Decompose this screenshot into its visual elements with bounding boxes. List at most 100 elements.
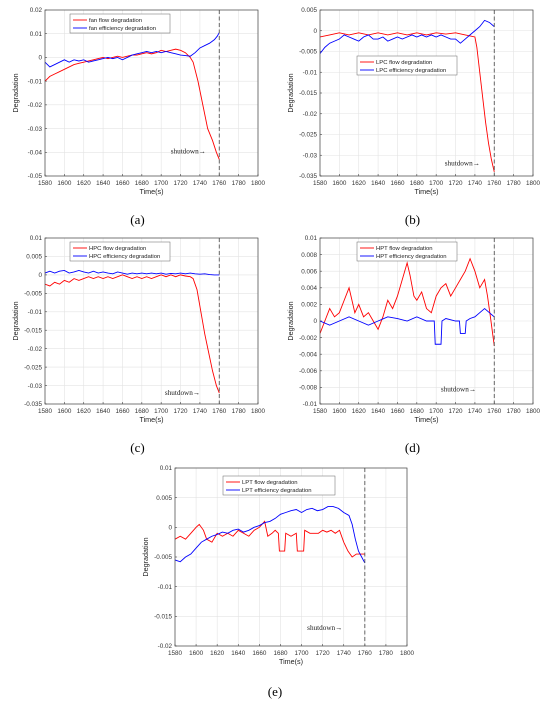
x-tick-label: 1640 [371,180,386,187]
chart-panel-d: 1580 1600 1620 1640 1660 1680 1700 1720 1740 1760… [275,228,550,460]
chart-panel-e: 1580 1600 1620 1640 1660 1680 1700 1720 1740 1760… [125,458,425,702]
x-tick-label: 1580 [38,180,53,187]
chart-a: 1580 1600 1620 1640 1660 1680 1700 1720 1740 1760… [11,7,265,196]
y-axis-label: Degradation [11,301,20,340]
y-tick-label: 0.005 [301,7,317,14]
x-tick-label: 1600 [189,650,204,657]
y-tick-label: -0.015 [299,90,317,97]
plot-frame [174,467,408,647]
x-tick-label: 1580 [38,408,53,415]
series-line-efficiency [320,307,495,345]
y-tick-label: -0.03 [28,126,43,133]
series-line-flow [45,48,220,160]
x-tick-label: 1680 [410,408,425,415]
y-tick-label: -0.015 [154,614,172,621]
x-axis-label: Time(s) [139,187,163,196]
y-tick-label: -0.025 [299,132,317,139]
y-tick-label: -0.04 [28,149,43,156]
y-tick-label: -0.035 [299,173,317,180]
x-tick-label: 1800 [526,408,541,415]
x-tick-label: 1720 [316,650,331,657]
y-tick-label: 0.006 [301,268,317,275]
plot-frame [319,237,534,405]
y-tick-label: -0.005 [24,291,42,298]
plot-frame [44,9,259,177]
x-tick-label: 1640 [96,180,111,187]
shutdown-annotation: shutdown→ [441,386,476,394]
chart-b: 1580 1600 1620 1640 1660 1680 1700 1720 1740 1760… [286,7,540,196]
y-tick-label: 0 [38,55,42,62]
series-line-efficiency [175,506,366,564]
x-axis-label: Time(s) [414,415,438,424]
chart-panel-a: 1580 1600 1620 1640 1660 1680 1700 1720 1740 1760… [0,0,275,232]
x-tick-label: 1740 [193,180,208,187]
x-tick-label: 1640 [96,408,111,415]
x-tick-label: 1740 [193,408,208,415]
series-line-flow [320,32,495,172]
x-tick-label: 1760 [487,408,502,415]
y-tick-label: -0.02 [158,643,173,650]
legend-label: HPC flow degradation [89,246,146,252]
chart-d: 1580 1600 1620 1640 1660 1680 1700 1720 1740 1760… [286,235,541,424]
x-tick-label: 1680 [410,180,425,187]
series-line-flow [175,520,365,558]
x-tick-label: 1580 [313,408,328,415]
x-tick-label: 1680 [135,408,150,415]
y-tick-label: 0 [313,28,317,35]
plot-area [45,10,258,176]
legend-label: HPT efficiency degradation [376,254,447,260]
shutdown-annotation: shutdown→ [307,624,342,632]
y-tick-label: -0.006 [299,368,317,375]
y-tick-label: -0.005 [154,554,172,561]
x-tick-label: 1760 [212,180,227,187]
y-tick-label: -0.004 [299,351,317,358]
chart-panel-c: 1580 1600 1620 1640 1660 1680 1700 1720 1740 1760… [0,228,275,460]
legend-label: LPC flow degradation [376,60,432,66]
y-tick-label: 0.008 [301,252,317,259]
y-tick-label: -0.025 [24,364,42,371]
x-tick-label: 1620 [352,408,367,415]
caption-e: (e) [267,684,283,699]
x-tick-label: 1580 [168,650,183,657]
x-tick-label: 1700 [154,408,169,415]
y-tick-label: -0.03 [303,152,318,159]
x-tick-label: 1800 [400,650,415,657]
series-line-efficiency [45,32,220,68]
x-tick-label: 1720 [449,180,464,187]
y-tick-label: 0.01 [30,31,43,38]
chart-panel-b: 1580 1600 1620 1640 1660 1680 1700 1720 1740 1760… [275,0,550,232]
y-tick-label: -0.035 [24,401,42,408]
y-tick-label: -0.02 [303,111,318,118]
x-tick-label: 1700 [429,180,444,187]
x-tick-label: 1720 [174,408,189,415]
chart-e: 1580 1600 1620 1640 1660 1680 1700 1720 1740 1760… [141,465,415,666]
x-tick-label: 1620 [77,408,92,415]
x-tick-label: 1780 [507,180,522,187]
series-line-flow [45,274,220,394]
caption-c: (c) [130,440,145,455]
x-tick-label: 1660 [390,180,405,187]
y-tick-label: -0.008 [299,385,317,392]
series-line-flow [320,257,495,346]
x-tick-label: 1640 [371,408,386,415]
shutdown-annotation: shutdown→ [171,147,206,155]
y-axis-label: Degradation [286,73,295,112]
y-tick-label: -0.02 [28,346,43,353]
legend-label: fan flow degradation [89,18,142,24]
x-tick-label: 1620 [352,180,367,187]
caption-d: (d) [404,440,421,455]
x-tick-label: 1680 [273,650,288,657]
x-tick-label: 1600 [57,180,72,187]
series-line-efficiency [320,19,495,54]
x-tick-label: 1640 [231,650,246,657]
x-tick-label: 1700 [295,650,310,657]
x-tick-label: 1660 [115,180,130,187]
x-tick-label: 1600 [57,408,72,415]
legend-label: LPT flow degradation [242,480,298,486]
legend-label: HPT flow degradation [376,246,433,252]
legend-box [69,13,171,34]
x-tick-label: 1720 [174,180,189,187]
legend-label: LPC efficiency degradation [376,68,446,74]
x-tick-label: 1720 [449,408,464,415]
y-tick-label: -0.002 [299,335,317,342]
